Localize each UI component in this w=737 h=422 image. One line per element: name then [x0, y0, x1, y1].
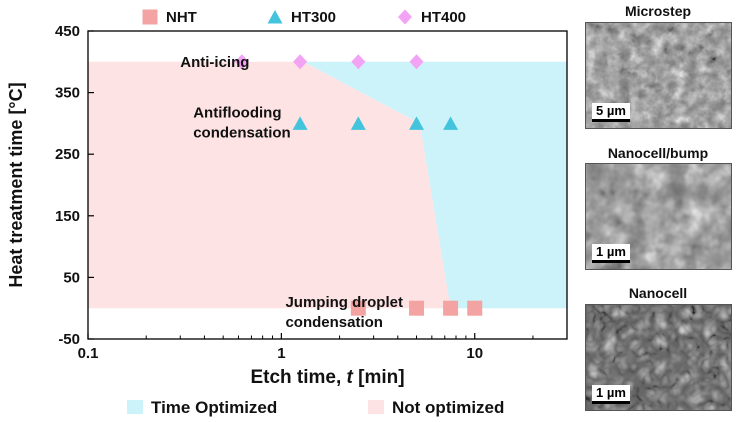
annotation: condensation [193, 125, 291, 142]
point-nht [443, 300, 459, 316]
x-tick-label: 10 [466, 345, 483, 362]
legend-label-ht400: HT400 [421, 9, 466, 26]
point-ht400 [234, 54, 249, 70]
point-ht300 [350, 116, 366, 130]
point-ht300 [443, 116, 459, 130]
legend-label-ht300: HT300 [291, 9, 336, 26]
point-nht [350, 300, 366, 316]
point-nht [467, 300, 483, 316]
scale-bar-nanocell: 1 µm [592, 385, 630, 404]
y-tick-label: 450 [55, 23, 80, 40]
point-ht300 [292, 116, 308, 130]
micrograph-title-nanocell-bump: Nanocell/bump [607, 145, 709, 161]
point-ht400 [409, 54, 424, 70]
legend-marker-nht [142, 9, 158, 25]
point-ht400 [293, 54, 308, 70]
micrograph-nanocell-bump: 1 µm [585, 163, 732, 270]
micrograph-microstep-image [586, 23, 731, 128]
point-nht [409, 300, 425, 316]
annotation: Jumping droplet [285, 294, 403, 311]
legend-swatch-time-optimized [127, 400, 143, 414]
legend-marker-ht400 [398, 9, 412, 25]
region-time-optimized [303, 61, 567, 309]
y-axis-label: Heat treatment time [°C] [6, 82, 26, 287]
y-tick-label: 150 [55, 208, 80, 225]
micrograph-title-nanocell: Nanocell [628, 285, 688, 301]
legend-label-not-optimized: Not optimized [392, 398, 504, 417]
micrograph-title-microstep: Microstep [624, 3, 692, 19]
point-ht400 [351, 54, 366, 70]
x-axis-label: Etch time, t [min] [250, 367, 404, 388]
scale-bar-nanocell-bump: 1 µm [592, 244, 630, 263]
annotation: condensation [285, 314, 383, 331]
legend-label-time-optimized: Time Optimized [151, 398, 277, 417]
annotation: Antiflooding [193, 104, 281, 121]
y-tick-label: 250 [55, 146, 80, 163]
x-tick-label: 0.1 [78, 345, 99, 362]
chart: 450 350 250 150 50 -500.1 1 10 Etch time, t [min… [6, 9, 568, 417]
y-tick-label: 350 [55, 85, 80, 102]
y-tick-label: 50 [63, 269, 80, 286]
legend-swatch-not-optimized [368, 400, 384, 414]
x-tick-label: 1 [277, 345, 285, 362]
point-ht300 [409, 116, 425, 130]
annotation: Anti-icing [180, 54, 249, 71]
legend-marker-ht300 [267, 10, 283, 24]
plot-frame [87, 30, 568, 340]
micrograph-nanocell: 1 µm [585, 304, 732, 411]
scale-bar-microstep: 5 µm [592, 103, 630, 122]
micrograph-microstep: 5 µm [585, 22, 732, 129]
legend-label-nht: NHT [166, 9, 197, 26]
y-tick-label: -50 [58, 331, 80, 348]
